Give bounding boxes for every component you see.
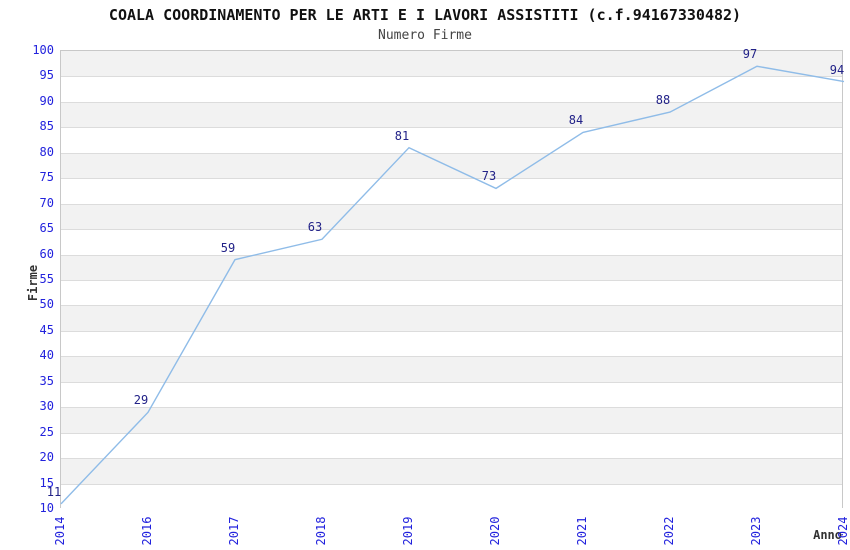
x-tick-label: 2018 <box>314 516 328 546</box>
y-tick-label: 95 <box>39 68 54 83</box>
grid-band <box>61 152 842 179</box>
grid-line <box>61 76 842 78</box>
y-tick-label: 45 <box>39 322 54 337</box>
grid-band <box>61 51 842 77</box>
y-tick-label: 60 <box>39 246 54 261</box>
grid-line <box>61 407 842 409</box>
grid-line <box>61 458 842 460</box>
line-series <box>60 65 845 505</box>
grid-line <box>61 356 842 358</box>
x-tick-label: 2024 <box>836 516 850 546</box>
chart-subtitle: Numero Firme <box>378 28 472 43</box>
y-tick-label: 65 <box>39 221 54 236</box>
y-tick-label: 25 <box>39 424 54 439</box>
y-tick-label: 15 <box>39 475 54 490</box>
data-label: 59 <box>220 240 236 255</box>
y-tick-label: 100 <box>32 43 54 57</box>
grid-line <box>61 178 842 180</box>
grid-line <box>61 330 842 332</box>
grid-band <box>61 305 842 331</box>
data-label: 97 <box>742 47 758 62</box>
y-tick-label: 85 <box>39 119 54 134</box>
grid-band <box>61 432 842 459</box>
y-tick-label: 75 <box>39 170 54 185</box>
grid-band <box>61 483 842 509</box>
grid-line <box>61 229 842 231</box>
grid-line <box>61 305 842 307</box>
grid-band <box>61 203 842 230</box>
grid-line <box>61 203 842 205</box>
x-axis-title: Anno <box>813 528 842 542</box>
grid-band <box>61 229 842 255</box>
grid-line <box>61 483 842 485</box>
y-tick-label: 50 <box>39 297 54 312</box>
data-label: 29 <box>133 393 149 408</box>
data-label: 73 <box>481 169 497 184</box>
y-tick-label: 70 <box>39 195 54 210</box>
grid-band <box>61 407 842 433</box>
x-tick-label: 2022 <box>662 516 676 546</box>
grid-band <box>61 178 842 204</box>
grid-line <box>61 432 842 434</box>
data-label: 84 <box>568 113 584 128</box>
series-polyline <box>60 65 845 505</box>
x-tick-label: 2020 <box>488 516 502 546</box>
data-label: 63 <box>307 220 323 235</box>
grid-band <box>61 127 842 153</box>
grid-band <box>61 458 842 484</box>
x-tick-label: 2021 <box>575 516 589 546</box>
grid-band <box>61 280 842 306</box>
x-tick-label: 2023 <box>749 516 763 546</box>
y-tick-label: 80 <box>39 144 54 159</box>
data-label: 88 <box>655 93 671 108</box>
plot-area: 11 29 59 63 81 73 84 88 97 94 <box>47 47 845 509</box>
data-label: 94 <box>829 62 845 77</box>
y-tick-label: 35 <box>39 373 54 388</box>
grid-band <box>61 101 842 128</box>
grid-band <box>61 254 842 280</box>
grid-line <box>61 254 842 256</box>
y-tick-label: 20 <box>39 450 54 465</box>
data-label: 81 <box>394 128 410 143</box>
x-tick-label: 2014 <box>53 516 67 546</box>
grid-line <box>61 152 842 154</box>
chart-title: COALA COORDINAMENTO PER LE ARTI E I LAVO… <box>108 6 742 24</box>
y-tick-label: 10 <box>39 501 54 515</box>
grid-line <box>61 127 842 129</box>
y-tick-label: 55 <box>39 272 54 286</box>
grid-line <box>61 101 842 103</box>
data-label: 11 <box>46 484 62 499</box>
y-tick-label: 30 <box>39 399 54 414</box>
grid-line <box>61 381 842 383</box>
grid-band <box>61 330 842 357</box>
y-tick-label: 40 <box>39 348 54 363</box>
x-tick-label: 2019 <box>401 516 415 546</box>
grid-band <box>61 356 842 382</box>
grid-line <box>61 280 842 281</box>
grid-band <box>61 381 842 408</box>
y-tick-label: 90 <box>39 93 54 108</box>
grid-band <box>61 76 842 102</box>
x-tick-label: 2017 <box>227 516 241 546</box>
x-tick-label: 2016 <box>140 516 154 546</box>
